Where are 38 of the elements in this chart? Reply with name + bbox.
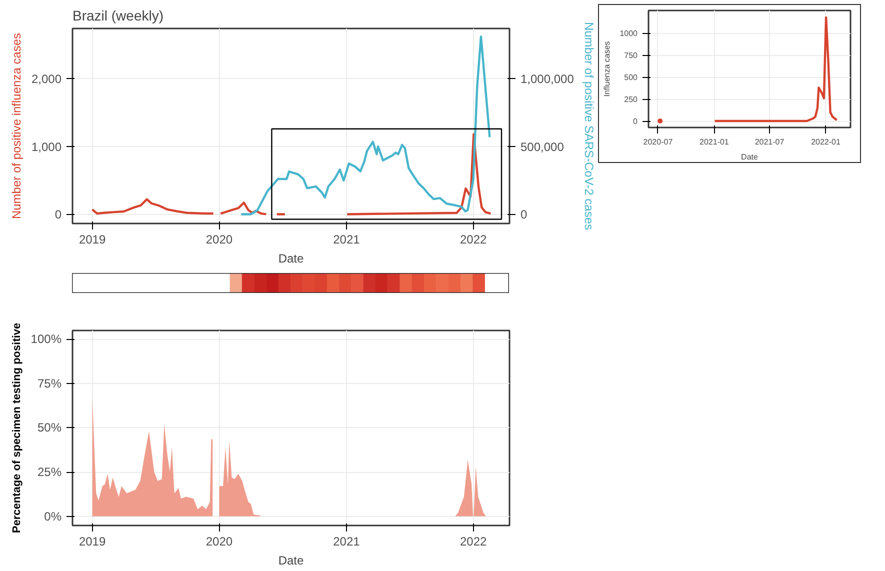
line-series (240, 36, 491, 216)
y-tick-label: 50% (37, 420, 62, 435)
x-tick-label: 2020 (206, 232, 233, 246)
y-tick-label: 0% (44, 509, 62, 524)
y-tick-label: 75% (37, 376, 62, 390)
y-axis-title: Number of positive influenza cases (9, 32, 24, 220)
y2-tick-label: 1,000,000 (520, 72, 574, 86)
y-tick-label: 250 (624, 95, 638, 104)
y-tick-label: 0 (54, 208, 62, 222)
x-tick-label: 2021 (333, 232, 360, 246)
x-axis-title: Date (278, 554, 304, 568)
y2-tick-label: 500,000 (520, 140, 564, 154)
y-tick-label: 0 (633, 117, 638, 126)
y-tick-label: 1,000 (31, 140, 62, 154)
x-tick-label: 2022-01 (811, 138, 841, 146)
y2-axis-title: Number of positive SARS-CoV-2 cases (582, 22, 596, 230)
y-axis-title: Influenza cases (602, 41, 612, 97)
line-series (714, 16, 838, 122)
x-tick-label: 2019 (78, 232, 106, 246)
x-axis-title: Date (741, 152, 758, 162)
x-tick-label: 2022 (460, 534, 488, 548)
x-tick-label: 2022 (460, 232, 488, 246)
x-tick-label: 2020 (206, 534, 233, 548)
x-tick-label: 2020-07 (643, 138, 674, 146)
x-axis-title: Date (278, 252, 304, 266)
chart-title: Brazil (weekly) (72, 8, 164, 24)
x-tick-label: 2021-07 (754, 138, 785, 146)
y-tick-label: 1000 (620, 29, 638, 38)
y-axis-title: Percentage of specimen testing positive (10, 322, 23, 534)
y-tick-label: 2,000 (31, 72, 62, 86)
y-tick-label: 100% (30, 332, 62, 346)
x-tick-label: 2021 (333, 534, 360, 548)
y2-tick-label: 0 (520, 208, 528, 222)
y-tick-label: 750 (624, 51, 638, 60)
x-tick-label: 2021-01 (700, 138, 730, 146)
y-tick-label: 25% (37, 465, 62, 480)
x-tick-label: 2019 (78, 534, 106, 548)
y-tick-label: 500 (624, 73, 638, 82)
